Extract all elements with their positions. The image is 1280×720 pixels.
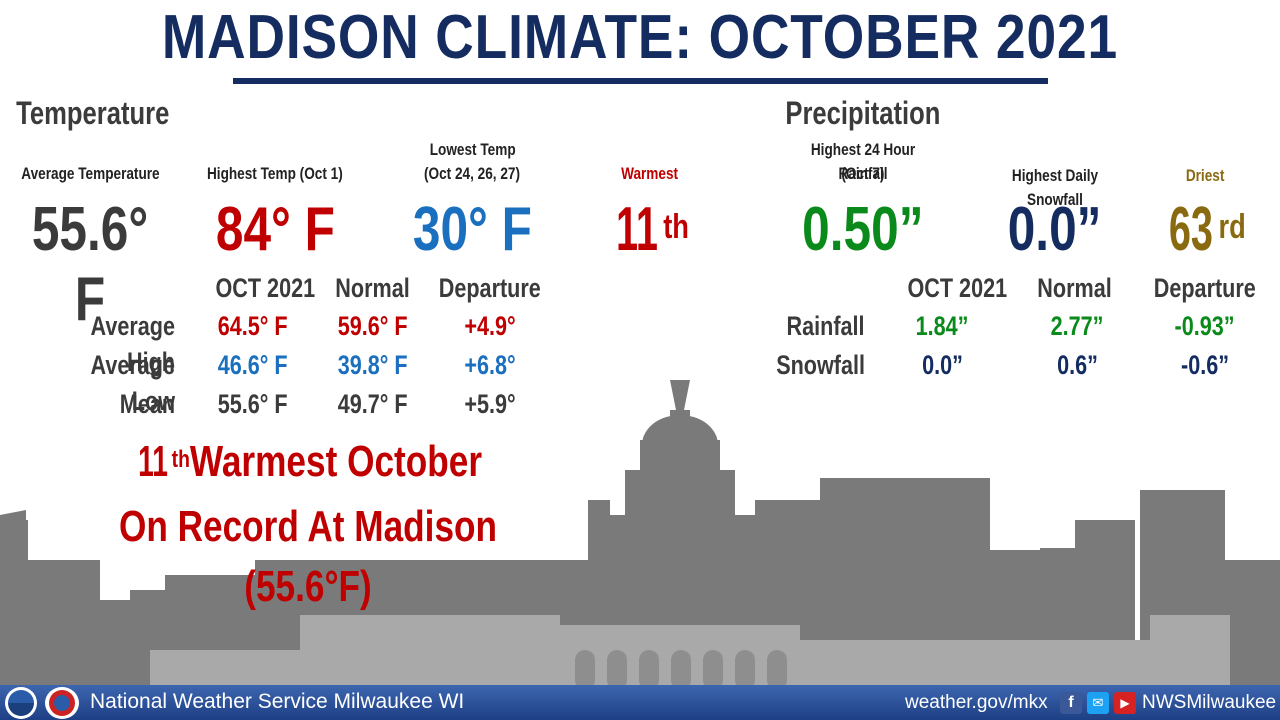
precip-row-label: Rainfall	[786, 311, 865, 341]
precip-cell: 1.84”	[916, 311, 969, 341]
temp-cell: +5.9°	[464, 389, 516, 419]
temp-row-label: Mean	[119, 389, 175, 419]
temp-cell: 39.8° F	[337, 350, 408, 380]
footer-url[interactable]: weather.gov/mkx	[905, 692, 1048, 713]
rain-date: (Oct 7)	[841, 164, 885, 183]
precipitation-heading: Precipitation	[785, 95, 941, 131]
precip-cell: 2.77”	[1051, 311, 1104, 341]
precip-cell: 0.6”	[1057, 350, 1098, 380]
precip-col-departure: Departure	[1153, 273, 1257, 303]
high-temp-value: 84° F	[215, 195, 335, 264]
temperature-heading: Temperature	[16, 95, 170, 131]
temp-col-normal: Normal	[335, 273, 411, 303]
page-title: MADISON CLIMATE: OCTOBER 2021	[161, 3, 1119, 72]
precip-cell: -0.6”	[1180, 350, 1230, 380]
avg-temp-label: Average Temperature	[20, 164, 160, 183]
youtube-icon[interactable]: ▶	[1114, 692, 1136, 714]
precip-col-normal: Normal	[1037, 273, 1113, 303]
temp-col-departure: Departure	[438, 273, 542, 303]
avg-temp-value: 55.6° F	[31, 195, 149, 334]
low-temp-dates: (Oct 24, 26, 27)	[424, 164, 521, 183]
temp-cell: +4.9°	[464, 311, 516, 341]
temp-cell: 46.6° F	[217, 350, 288, 380]
twitter-icon[interactable]: ✉	[1087, 692, 1109, 714]
temp-row-label: Average High	[90, 311, 175, 377]
precip-row-label: Snowfall	[776, 350, 865, 380]
temp-cell: +6.8°	[464, 350, 516, 380]
nws-logo	[45, 687, 79, 719]
low-temp-value: 30° F	[412, 195, 533, 264]
low-temp-label: Lowest Temp	[429, 140, 516, 159]
footer-org: National Weather Service Milwaukee WI	[90, 690, 465, 713]
title-rule	[233, 78, 1048, 84]
snow-value: 0.0”	[1008, 195, 1102, 264]
precip-cell: -0.93”	[1174, 311, 1236, 341]
high-temp-label: Highest Temp (Oct 1)	[207, 164, 343, 183]
facebook-icon[interactable]: f	[1060, 692, 1082, 714]
temp-row-label: Average Low	[90, 350, 175, 416]
footer-handle[interactable]: NWSMilwaukee	[1142, 692, 1277, 713]
precip-cell: 0.0”	[922, 350, 963, 380]
precip-col-oct: OCT 2021	[907, 273, 1008, 303]
temp-cell: 55.6° F	[217, 389, 288, 419]
rain-value: 0.50”	[802, 195, 924, 264]
record-line-2: On Record At Madison (55.6°F)	[118, 502, 498, 611]
temp-cell: 49.7° F	[337, 389, 408, 419]
temp-cell: 59.6° F	[337, 311, 408, 341]
temp-col-oct: OCT 2021	[215, 273, 315, 303]
snow-label: Highest Daily Snowfall	[1011, 166, 1099, 209]
temp-cell: 64.5° F	[217, 311, 288, 341]
rain-label: Highest 24 Hour Rainfall	[810, 140, 916, 183]
warmest-label: Warmest	[621, 164, 679, 183]
noaa-logo	[5, 687, 37, 719]
driest-label: Driest	[1185, 166, 1225, 185]
